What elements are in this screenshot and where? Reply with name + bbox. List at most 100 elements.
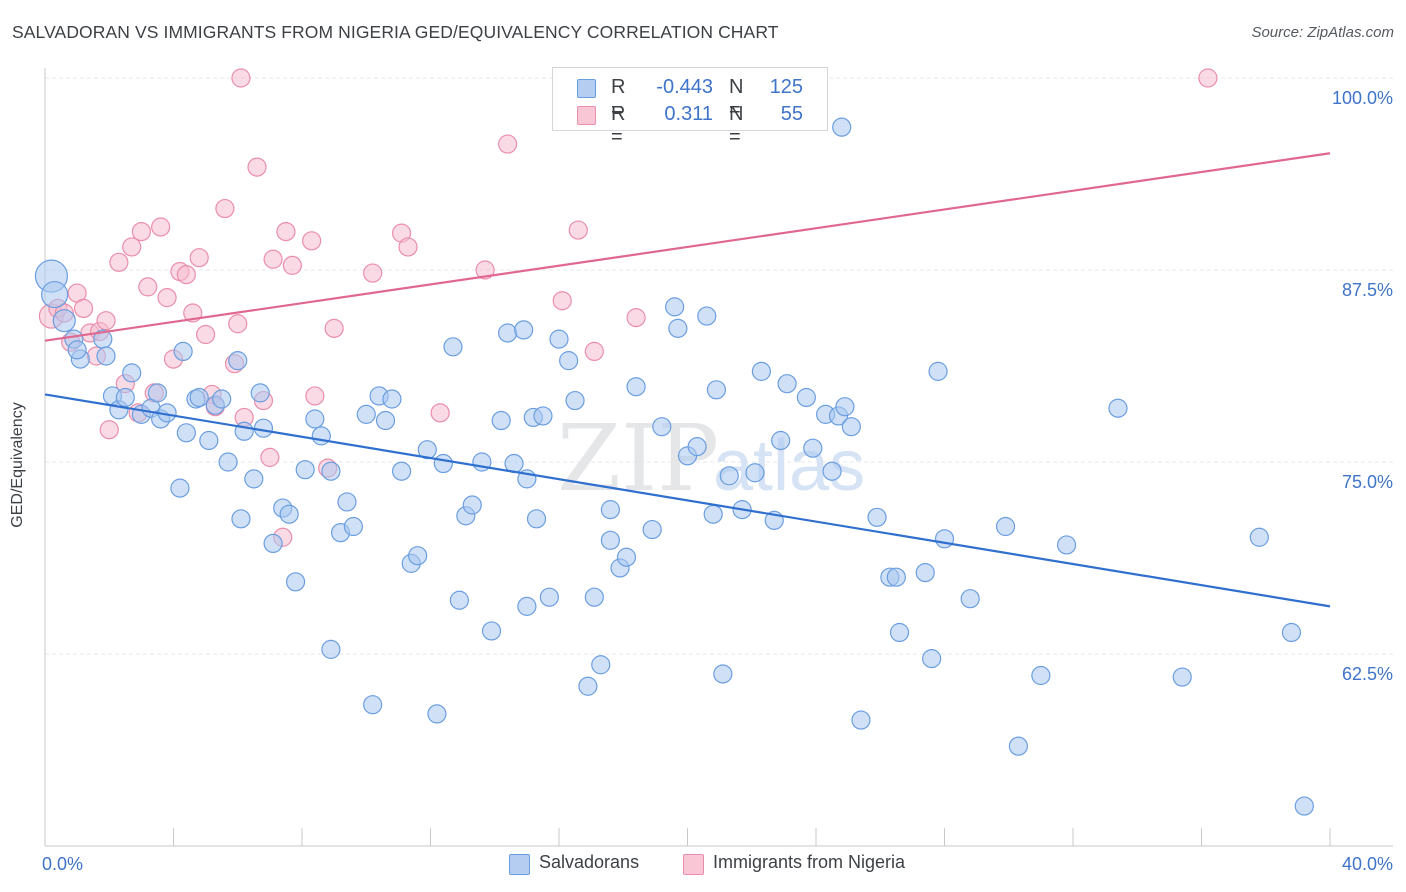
point-salvadoran <box>539 587 559 607</box>
legend-swatch-pink <box>683 854 704 875</box>
point-nigeria <box>584 341 604 362</box>
point-nigeria <box>305 386 325 406</box>
point-nigeria <box>109 252 129 272</box>
point-nigeria <box>196 324 216 345</box>
point-nigeria <box>122 237 142 257</box>
point-salvadoran <box>1249 527 1269 547</box>
point-salvadoran <box>263 533 283 554</box>
point-salvadoran <box>408 546 428 566</box>
point-salvadoran <box>253 418 274 438</box>
point-salvadoran <box>719 466 739 486</box>
point-salvadoran <box>771 430 791 451</box>
point-nigeria <box>302 231 322 251</box>
point-nigeria <box>475 260 495 280</box>
x-tick-labels: 0.0% 40.0% <box>42 854 1393 874</box>
series-nigeria-points <box>38 68 1218 547</box>
point-salvadoran <box>777 374 797 394</box>
y-tick-label: 100.0% <box>1332 88 1393 108</box>
point-salvadoran <box>626 377 646 397</box>
legend-r-label: R = <box>611 76 626 121</box>
trend-line-nigeria <box>44 152 1331 342</box>
point-salvadoran <box>889 622 910 643</box>
point-salvadoran <box>231 509 251 529</box>
point-salvadoran <box>578 676 598 696</box>
point-nigeria <box>568 220 588 240</box>
point-salvadoran <box>67 340 87 360</box>
axes <box>44 68 1393 847</box>
point-nigeria <box>189 248 209 268</box>
point-salvadoran <box>1172 667 1192 687</box>
point-salvadoran <box>616 547 637 567</box>
source-label: Source: ZipAtlas.com <box>1251 24 1394 41</box>
point-salvadoran <box>668 318 688 338</box>
point-salvadoran <box>491 410 511 431</box>
point-nigeria <box>228 314 248 334</box>
point-salvadoran <box>228 351 248 371</box>
legend-n-value: 125 <box>769 76 803 98</box>
legend-r-label: R = <box>611 103 626 148</box>
point-salvadoran <box>514 320 534 340</box>
point-salvadoran <box>170 478 190 498</box>
point-salvadoran <box>147 383 168 403</box>
y-tick-label: 87.5% <box>1342 280 1393 300</box>
point-salvadoran <box>526 509 547 529</box>
point-salvadoran <box>244 469 264 489</box>
point-nigeria <box>552 291 572 311</box>
point-salvadoran <box>305 409 325 429</box>
point-salvadoran <box>584 587 604 607</box>
point-salvadoran <box>851 710 871 730</box>
point-salvadoran <box>1008 736 1028 756</box>
point-salvadoran <box>382 389 402 409</box>
point-salvadoran <box>713 664 733 684</box>
point-salvadoran <box>517 596 537 616</box>
y-tick-label: 75.0% <box>1342 472 1393 492</box>
point-salvadoran <box>1281 622 1302 643</box>
point-salvadoran <box>462 495 482 515</box>
x-tick-label: 0.0% <box>42 854 83 874</box>
point-salvadoran <box>600 500 621 520</box>
point-salvadoran <box>449 590 470 610</box>
point-salvadoran <box>841 417 861 437</box>
point-salvadoran <box>915 562 935 583</box>
point-salvadoran <box>189 387 209 408</box>
point-salvadoran <box>218 452 238 472</box>
point-nigeria <box>324 318 344 338</box>
point-salvadoran <box>867 507 887 527</box>
point-salvadoran <box>703 504 723 524</box>
point-salvadoran <box>173 341 193 362</box>
point-nigeria <box>260 447 280 467</box>
legend-swatch-pink <box>577 106 596 125</box>
point-salvadoran <box>1031 665 1051 686</box>
point-salvadoran <box>796 387 816 408</box>
point-salvadoran <box>295 460 315 480</box>
y-tick-labels: 62.5% 75.0% 87.5% 100.0% <box>1332 88 1393 684</box>
point-nigeria <box>231 68 251 88</box>
point-salvadoran <box>706 380 727 400</box>
point-nigeria <box>131 222 151 242</box>
point-nigeria <box>73 298 94 318</box>
point-salvadoran <box>1108 398 1128 418</box>
point-salvadoran <box>1294 796 1314 816</box>
point-nigeria <box>398 237 418 257</box>
point-salvadoran <box>995 516 1016 537</box>
point-salvadoran <box>1056 535 1077 555</box>
point-nigeria <box>215 198 235 219</box>
point-salvadoran <box>212 389 232 409</box>
point-salvadoran <box>115 387 135 408</box>
point-salvadoran <box>391 461 412 481</box>
chart-title: SALVADORAN VS IMMIGRANTS FROM NIGERIA GE… <box>12 22 779 42</box>
y-tick-label: 62.5% <box>1342 664 1393 684</box>
legend-swatch-blue <box>577 79 596 98</box>
point-salvadoran <box>321 639 341 659</box>
point-nigeria <box>263 249 283 269</box>
point-salvadoran <box>835 397 855 417</box>
point-salvadoran <box>96 346 116 366</box>
point-salvadoran <box>591 655 611 675</box>
point-salvadoran <box>600 530 621 550</box>
point-nigeria <box>176 265 196 285</box>
legend-r-value: -0.443 <box>656 76 713 98</box>
point-salvadoran <box>822 461 842 481</box>
trend-line-salvadorans <box>44 393 1331 608</box>
point-salvadoran <box>250 383 270 403</box>
point-salvadoran <box>928 361 948 381</box>
